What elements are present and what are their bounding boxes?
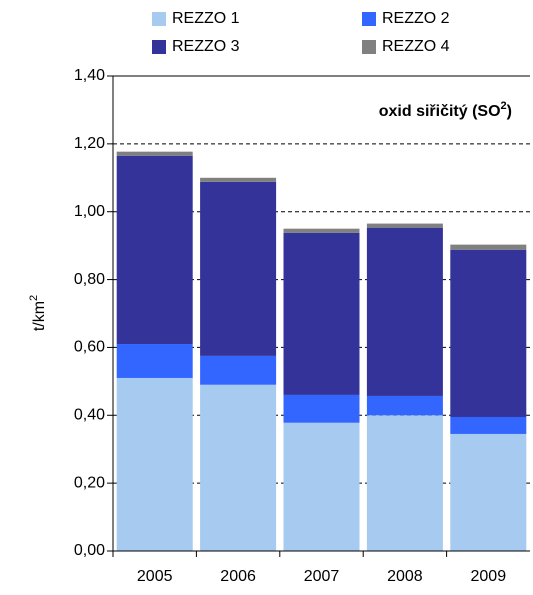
y-tick-label: 0,80 [74, 271, 105, 288]
y-tick-label: 1,40 [74, 67, 105, 84]
bar-segment [283, 394, 360, 423]
bar-segment [283, 228, 360, 233]
legend-swatch [152, 40, 166, 54]
bar-segment [366, 395, 443, 416]
bar-segment [200, 177, 277, 182]
chart-title: oxid siřičitý (SO2) [379, 100, 512, 120]
y-tick-label: 0,60 [74, 339, 105, 356]
bar-segment [366, 415, 443, 551]
y-tick-label: 1,00 [74, 203, 105, 220]
legend-label: REZZO 3 [172, 38, 240, 55]
bar-segment [450, 249, 527, 417]
x-tick-label: 2007 [304, 568, 340, 585]
bar-segment [116, 344, 193, 378]
bar-segment [366, 223, 443, 228]
legend-swatch [362, 40, 376, 54]
legend-label: REZZO 1 [172, 10, 240, 27]
bar-segment [366, 227, 443, 396]
bar-segment [116, 155, 193, 345]
y-axis-label: t/km2 [28, 295, 48, 331]
y-tick-label: 1,20 [74, 135, 105, 152]
x-tick-label: 2008 [387, 568, 423, 585]
bar-segment [283, 232, 360, 395]
legend-label: REZZO 2 [382, 10, 450, 27]
bar-segment [200, 355, 277, 385]
bar-segment [200, 384, 277, 551]
x-tick-label: 2005 [137, 568, 173, 585]
x-tick-label: 2006 [220, 568, 256, 585]
y-tick-label: 0,40 [74, 407, 105, 424]
bar-segment [116, 151, 193, 156]
bar-segment [450, 416, 527, 434]
bar-segment [200, 181, 277, 356]
y-tick-label: 0,20 [74, 474, 105, 491]
legend-swatch [362, 12, 376, 26]
bar-segment [283, 422, 360, 551]
y-tick-label: 0,00 [74, 542, 105, 559]
x-tick-label: 2009 [471, 568, 507, 585]
legend-label: REZZO 4 [382, 38, 450, 55]
bar-segment [450, 433, 527, 551]
legend-swatch [152, 12, 166, 26]
bar-segment [450, 244, 527, 250]
bar-segment [116, 377, 193, 551]
